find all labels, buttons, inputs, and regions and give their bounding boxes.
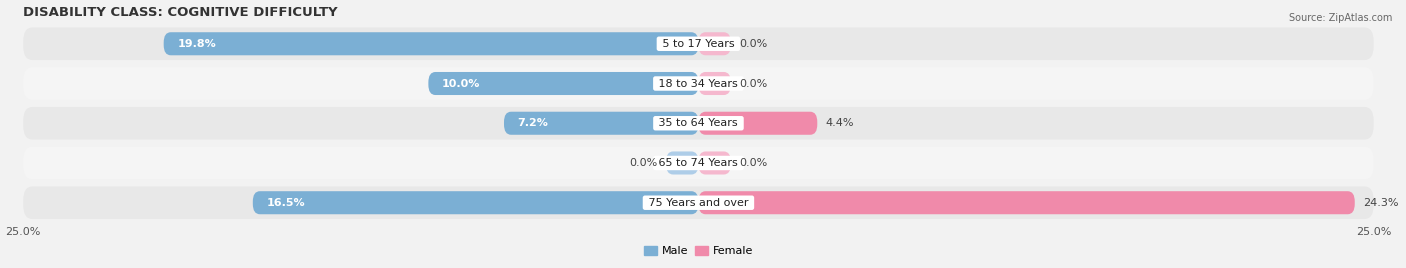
- Text: 19.8%: 19.8%: [177, 39, 217, 49]
- FancyBboxPatch shape: [503, 112, 699, 135]
- FancyBboxPatch shape: [24, 187, 1374, 219]
- FancyBboxPatch shape: [24, 147, 1374, 179]
- FancyBboxPatch shape: [699, 32, 731, 55]
- FancyBboxPatch shape: [666, 151, 699, 174]
- FancyBboxPatch shape: [24, 67, 1374, 100]
- Text: 0.0%: 0.0%: [740, 79, 768, 88]
- Text: 35 to 64 Years: 35 to 64 Years: [655, 118, 741, 128]
- FancyBboxPatch shape: [699, 112, 817, 135]
- FancyBboxPatch shape: [253, 191, 699, 214]
- FancyBboxPatch shape: [24, 107, 1374, 140]
- Text: 18 to 34 Years: 18 to 34 Years: [655, 79, 741, 88]
- FancyBboxPatch shape: [699, 151, 731, 174]
- FancyBboxPatch shape: [699, 72, 731, 95]
- Text: 16.5%: 16.5%: [266, 198, 305, 208]
- Text: 24.3%: 24.3%: [1362, 198, 1399, 208]
- Text: 10.0%: 10.0%: [441, 79, 481, 88]
- Legend: Male, Female: Male, Female: [640, 241, 758, 261]
- Text: DISABILITY CLASS: COGNITIVE DIFFICULTY: DISABILITY CLASS: COGNITIVE DIFFICULTY: [24, 6, 337, 18]
- FancyBboxPatch shape: [24, 27, 1374, 60]
- Text: 0.0%: 0.0%: [740, 39, 768, 49]
- Text: 65 to 74 Years: 65 to 74 Years: [655, 158, 741, 168]
- FancyBboxPatch shape: [429, 72, 699, 95]
- Text: 0.0%: 0.0%: [630, 158, 658, 168]
- Text: 7.2%: 7.2%: [517, 118, 548, 128]
- Text: 5 to 17 Years: 5 to 17 Years: [659, 39, 738, 49]
- Text: 75 Years and over: 75 Years and over: [645, 198, 752, 208]
- Text: 0.0%: 0.0%: [740, 158, 768, 168]
- Text: 4.4%: 4.4%: [825, 118, 853, 128]
- FancyBboxPatch shape: [699, 191, 1355, 214]
- FancyBboxPatch shape: [163, 32, 699, 55]
- Text: Source: ZipAtlas.com: Source: ZipAtlas.com: [1288, 13, 1392, 23]
